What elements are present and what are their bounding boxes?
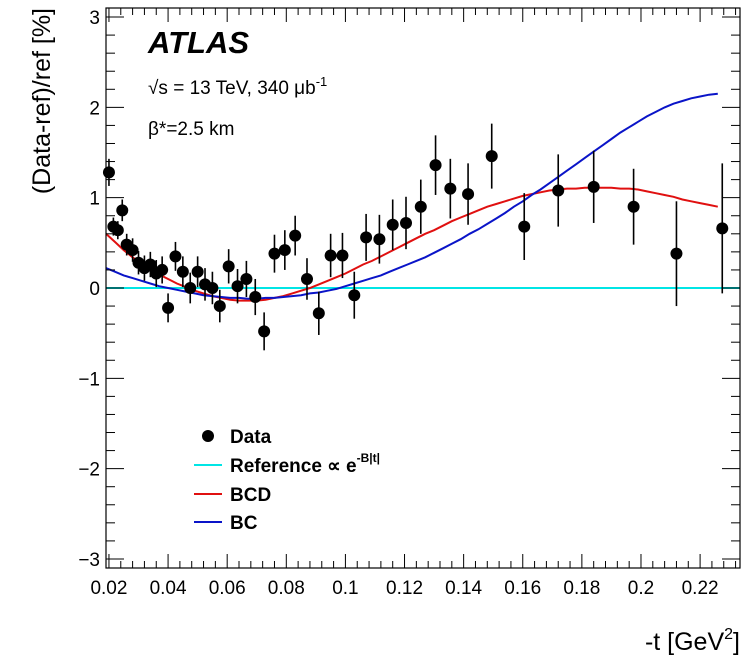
data-point	[240, 272, 253, 285]
data-point	[249, 291, 262, 304]
data-point	[169, 250, 182, 263]
beta-label: β*=2.5 km	[148, 119, 234, 140]
data-point	[444, 182, 457, 195]
data-point	[144, 258, 157, 271]
x-tick-label: 0.14	[445, 578, 482, 599]
legend: Data Reference ∝ e-B|t| BCD BC	[194, 427, 380, 534]
y-axis: −3 −2 −1 0 1 2 3	[78, 8, 740, 571]
x-tick-label: 0.16	[504, 578, 541, 599]
data-point	[312, 307, 325, 320]
data-point	[289, 229, 302, 242]
y-tick-label: −1	[78, 369, 100, 390]
y-tick-label: −2	[78, 460, 100, 481]
data-point	[116, 204, 129, 217]
x-tick-label: 0.1	[332, 578, 358, 599]
energy-label: √s = 13 TeV, 340 μb-1	[148, 74, 327, 99]
legend-bc-label: BC	[230, 513, 258, 534]
x-axis: 0.02 0.04 0.06 0.08 0.1 0.12 0.14 0.16 0.18 0.2 0.…	[90, 8, 737, 599]
data-point	[300, 272, 313, 285]
data-point	[518, 220, 531, 233]
data-point	[429, 159, 442, 172]
experiment-label: ATLAS	[147, 25, 249, 60]
data-points-layer	[102, 123, 729, 351]
y-tick-label: 2	[89, 98, 100, 119]
data-point	[485, 150, 498, 163]
data-point	[191, 265, 204, 278]
data-point	[278, 244, 291, 257]
x-tick-label: 0.18	[563, 578, 600, 599]
bc-curve	[106, 92, 718, 300]
data-point	[222, 260, 235, 273]
legend-data-marker	[202, 430, 214, 442]
data-point	[184, 282, 197, 294]
data-point	[336, 249, 349, 262]
data-point	[360, 231, 373, 244]
data-point	[670, 247, 683, 260]
y-tick-label: 0	[89, 279, 100, 300]
data-point	[414, 200, 427, 213]
y-axis-title: (Data-ref)/ref [%]	[28, 8, 56, 194]
legend-bcd-label: BCD	[230, 485, 271, 506]
legend-reference-label: Reference ∝ e-B|t|	[230, 451, 380, 477]
y-tick-label: −3	[78, 550, 100, 571]
legend-data-label: Data	[230, 427, 272, 448]
x-tick-label: 0.06	[209, 578, 246, 599]
data-point	[231, 280, 244, 293]
x-tick-label: 0.02	[90, 578, 127, 599]
y-tick-label: 3	[89, 8, 100, 29]
data-point	[462, 188, 475, 201]
data-point	[268, 247, 281, 260]
data-point	[176, 265, 189, 278]
data-point	[386, 218, 399, 231]
data-point	[716, 222, 729, 235]
data-point	[162, 301, 175, 314]
data-point	[627, 200, 640, 213]
data-point	[373, 233, 386, 246]
data-point	[102, 166, 115, 179]
data-point	[348, 289, 361, 302]
data-point	[111, 224, 124, 237]
x-axis-title: -t [GeV2]	[645, 626, 740, 656]
y-tick-label: 1	[89, 189, 100, 210]
x-tick-label: 0.2	[628, 578, 654, 599]
data-point	[206, 282, 219, 294]
data-point	[213, 300, 226, 313]
data-point	[552, 184, 565, 197]
x-tick-label: 0.04	[150, 578, 187, 599]
x-tick-label: 0.22	[682, 578, 719, 599]
data-point	[258, 325, 271, 338]
x-tick-label: 0.08	[268, 578, 305, 599]
data-point	[400, 216, 413, 229]
data-point	[156, 263, 169, 276]
x-tick-label: 0.12	[386, 578, 423, 599]
data-point	[126, 244, 139, 257]
data-point	[324, 249, 337, 262]
data-point	[587, 180, 600, 193]
